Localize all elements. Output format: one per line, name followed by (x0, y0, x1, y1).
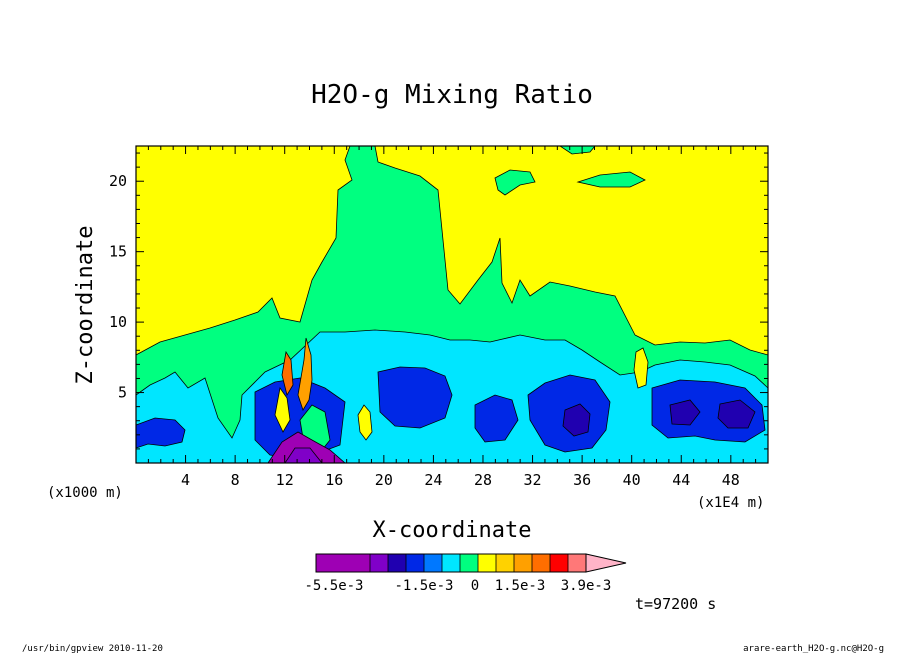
region-green-island-2 (576, 171, 646, 188)
region-core-yellow (274, 386, 291, 433)
colorbar-segment (424, 554, 442, 572)
footer-right: arare-earth_H2O-g.nc@H2O-g (743, 644, 884, 654)
chart-title: H2O-g Mixing Ratio (311, 80, 593, 110)
x-tick-label: 44 (672, 471, 690, 489)
x-tick-label: 4 (181, 471, 190, 489)
colorbar-segment (568, 554, 586, 572)
colorbar-segment (370, 554, 388, 572)
x-tick-label: 24 (424, 471, 442, 489)
colorbar-extend-arrow (585, 553, 627, 573)
region-darkblue-1 (562, 403, 591, 437)
region-darkblue-3 (717, 399, 756, 429)
y-tick-label: 5 (118, 384, 127, 402)
y-tick-label: 15 (109, 243, 127, 261)
region-green-top-right (559, 146, 596, 155)
region-blue-left (136, 417, 186, 449)
colorbar-segment (460, 554, 478, 572)
region-core-purple (267, 431, 346, 463)
region-core-orange (297, 337, 313, 411)
x-tick-label: 36 (573, 471, 591, 489)
colorbar-frame (315, 553, 587, 573)
colorbar-segment (442, 554, 460, 572)
x-unit-right: (x1E4 m) (697, 495, 764, 511)
colorbar-label: -1.5e-3 (394, 578, 453, 594)
colorbar-segment (550, 554, 568, 572)
x-tick-label: 20 (375, 471, 393, 489)
plot-frame (135, 145, 769, 464)
x-tick-label: 28 (474, 471, 492, 489)
colorbar-segment (496, 554, 514, 572)
x-axis-label: X-coordinate (373, 518, 532, 543)
colorbar-label: -5.5e-3 (304, 578, 363, 594)
x-tick-label: 48 (722, 471, 740, 489)
region-core-violet (284, 447, 323, 463)
x-tick-label: 8 (231, 471, 240, 489)
region-core-orange-2 (281, 350, 294, 397)
colorbar-segment (532, 554, 550, 572)
footer-left: /usr/bin/gpview 2010-11-20 (22, 644, 163, 654)
colorbar-segment (388, 554, 406, 572)
colorbar-label: 0 (471, 578, 479, 594)
x-tick-label: 40 (623, 471, 641, 489)
x-tick-label: 32 (524, 471, 542, 489)
colorbar-label: 1.5e-3 (495, 578, 546, 594)
region-yellow-spot (633, 347, 649, 389)
time-label: t=97200 s (635, 595, 716, 613)
colorbar: -5.5e-3 -1.5e-3 0 1.5e-3 3.9e-3 (304, 553, 627, 594)
colorbar-segment (352, 554, 370, 572)
contour-field (136, 146, 768, 463)
region-blue-center (474, 394, 519, 443)
y-tick-label: 20 (109, 172, 127, 190)
y-axis-label: Z-coordinate (73, 226, 98, 385)
colorbar-segment (406, 554, 424, 572)
colorbar-segment (478, 554, 496, 572)
region-darkblue-2 (669, 399, 701, 426)
region-green-island (494, 169, 536, 196)
region-yellow-small (357, 404, 373, 441)
region-blue-mid (377, 366, 453, 429)
x-tick-label: 12 (276, 471, 294, 489)
colorbar-segment (334, 554, 352, 572)
y-tick-label: 10 (109, 313, 127, 331)
x-unit-left: (x1000 m) (47, 485, 123, 501)
x-tick-label: 16 (325, 471, 343, 489)
colorbar-label: 3.9e-3 (561, 578, 612, 594)
colorbar-segment (514, 554, 532, 572)
colorbar-segment (316, 554, 334, 572)
